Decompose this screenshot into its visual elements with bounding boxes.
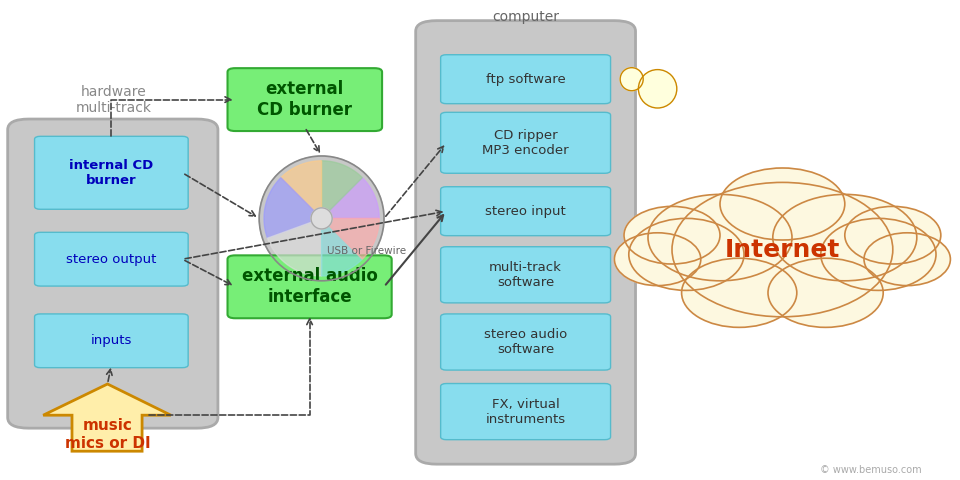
Ellipse shape [638,70,677,108]
FancyBboxPatch shape [35,232,188,286]
Ellipse shape [845,206,941,264]
Text: ftp software: ftp software [486,72,565,86]
FancyBboxPatch shape [441,55,611,104]
Polygon shape [268,218,322,276]
Text: inputs: inputs [90,334,132,348]
FancyBboxPatch shape [35,314,188,368]
Ellipse shape [720,168,845,240]
Ellipse shape [864,233,950,286]
Text: hardware
multi-track: hardware multi-track [75,85,152,115]
Text: stereo output: stereo output [66,252,156,266]
Polygon shape [264,178,322,238]
Polygon shape [322,178,379,218]
Text: multi-track
software: multi-track software [490,261,562,289]
Ellipse shape [773,194,917,281]
Ellipse shape [620,68,643,91]
FancyBboxPatch shape [228,68,382,131]
FancyBboxPatch shape [8,119,218,428]
Ellipse shape [259,156,384,281]
Text: CD ripper
MP3 encoder: CD ripper MP3 encoder [482,129,569,157]
Ellipse shape [768,258,883,327]
FancyBboxPatch shape [441,384,611,440]
Text: computer: computer [492,10,560,24]
Text: stereo input: stereo input [485,204,566,218]
Text: external
CD burner: external CD burner [257,80,352,119]
FancyBboxPatch shape [416,21,636,464]
Text: external audio
interface: external audio interface [242,267,377,306]
Polygon shape [43,384,171,451]
FancyBboxPatch shape [35,136,188,209]
Text: internal CD
burner: internal CD burner [69,159,154,187]
Polygon shape [322,218,379,259]
Text: FX, virtual
instruments: FX, virtual instruments [486,397,565,426]
Ellipse shape [821,218,936,290]
Ellipse shape [624,206,720,264]
Ellipse shape [672,182,893,317]
FancyBboxPatch shape [228,255,392,318]
Text: © www.bemuso.com: © www.bemuso.com [820,465,922,475]
Text: USB or Firewire: USB or Firewire [327,246,406,256]
Ellipse shape [614,233,701,286]
FancyBboxPatch shape [441,187,611,236]
Ellipse shape [311,208,332,229]
FancyBboxPatch shape [441,112,611,173]
Polygon shape [322,218,362,276]
Polygon shape [322,161,362,218]
FancyBboxPatch shape [441,314,611,370]
Text: Internet: Internet [725,238,840,262]
Text: stereo audio
software: stereo audio software [484,328,567,356]
FancyBboxPatch shape [441,247,611,303]
Ellipse shape [682,258,797,327]
Polygon shape [281,161,322,218]
Text: music
mics or DI: music mics or DI [64,418,151,451]
Ellipse shape [629,218,744,290]
Ellipse shape [648,194,792,281]
